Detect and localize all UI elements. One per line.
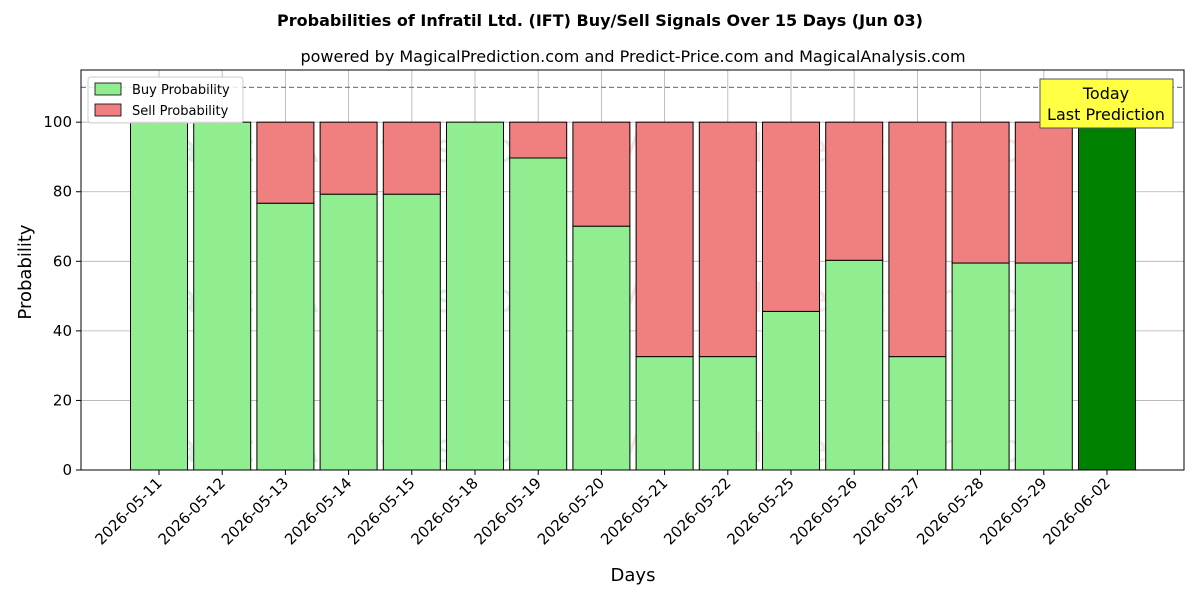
sell-bar xyxy=(698,121,757,358)
today-annotation-box xyxy=(1039,78,1174,129)
x-tick-label: 2026-05-21 xyxy=(597,474,671,548)
chart-subtitle: powered by MagicalPrediction.com and Pre… xyxy=(300,47,965,66)
buy-bar xyxy=(951,262,1010,471)
buy-bar xyxy=(1014,262,1073,471)
sell-bar xyxy=(572,121,631,227)
legend-swatch-sell xyxy=(94,103,122,117)
x-tick-label: 2026-05-25 xyxy=(723,474,797,548)
sell-bar xyxy=(1014,121,1073,264)
x-tick-label: 2026-05-12 xyxy=(155,474,229,548)
buy-bar xyxy=(698,356,757,471)
legend-label-buy: Buy Probability xyxy=(132,83,230,98)
sell-bar xyxy=(635,121,694,358)
chart-title: Probabilities of Infratil Ltd. (IFT) Buy… xyxy=(277,11,923,30)
x-tick-label: 2026-05-15 xyxy=(344,474,418,548)
sell-bar xyxy=(256,121,315,204)
y-tick-label: 60 xyxy=(53,252,72,270)
buy-bar xyxy=(1078,121,1136,471)
sell-bar xyxy=(825,121,884,261)
x-tick-label: 2026-06-02 xyxy=(1039,474,1113,548)
sell-bar xyxy=(382,121,441,195)
buy-bar xyxy=(382,193,441,471)
buy-bar xyxy=(762,310,820,471)
bars-layer xyxy=(130,121,1136,471)
x-tick-label: 2026-05-14 xyxy=(281,474,355,548)
legend-label-sell: Sell Probability xyxy=(132,104,229,119)
y-axis: 0 20 40 60 80 100 xyxy=(43,113,81,479)
x-tick-label: 2026-05-28 xyxy=(913,474,987,548)
sell-bar xyxy=(319,121,378,195)
legend-frame xyxy=(87,76,244,124)
buy-bar xyxy=(319,193,378,471)
sell-bar xyxy=(509,121,568,159)
x-tick-label: 2026-05-27 xyxy=(850,474,924,548)
buy-bar xyxy=(509,157,568,471)
today-annotation-line-1: Today xyxy=(1082,84,1129,103)
y-axis-label: Probability xyxy=(15,224,36,319)
today-annotation-line-2: Last Prediction xyxy=(1047,105,1165,124)
buy-bar xyxy=(635,356,694,471)
axes-frame xyxy=(80,69,1185,471)
sell-bar xyxy=(951,121,1010,264)
today-annotation: Today Last Prediction xyxy=(1039,78,1174,129)
buy-bar xyxy=(130,121,188,471)
x-tick-label: 2026-05-20 xyxy=(534,474,608,548)
x-tick-label: 2026-05-18 xyxy=(407,474,481,548)
buy-bar xyxy=(256,202,315,471)
y-tick-label: 100 xyxy=(43,113,72,131)
buy-bar xyxy=(446,121,504,471)
x-tick-label: 2026-05-22 xyxy=(660,474,734,548)
y-tick-label: 20 xyxy=(53,391,72,409)
buy-bar xyxy=(193,121,252,471)
y-tick-label: 80 xyxy=(53,183,72,201)
y-tick-label: 0 xyxy=(62,461,72,479)
legend-swatch-buy xyxy=(94,82,122,96)
x-axis: 2026-05-112026-05-122026-05-132026-05-14… xyxy=(91,470,1114,548)
x-tick-label: 2026-05-19 xyxy=(471,474,545,548)
sell-bar xyxy=(762,121,820,312)
x-tick-label: 2026-05-29 xyxy=(976,474,1050,548)
x-tick-label: 2026-05-11 xyxy=(91,474,165,548)
buy-bar xyxy=(888,356,947,471)
y-tick-label: 40 xyxy=(53,322,72,340)
buy-bar xyxy=(572,225,631,471)
sell-bar xyxy=(888,121,947,358)
x-tick-label: 2026-05-26 xyxy=(787,474,861,548)
legend: Buy Probability Sell Probability xyxy=(87,76,244,124)
buy-bar xyxy=(825,259,884,471)
x-axis-label: Days xyxy=(611,565,656,586)
x-tick-label: 2026-05-13 xyxy=(218,474,292,548)
